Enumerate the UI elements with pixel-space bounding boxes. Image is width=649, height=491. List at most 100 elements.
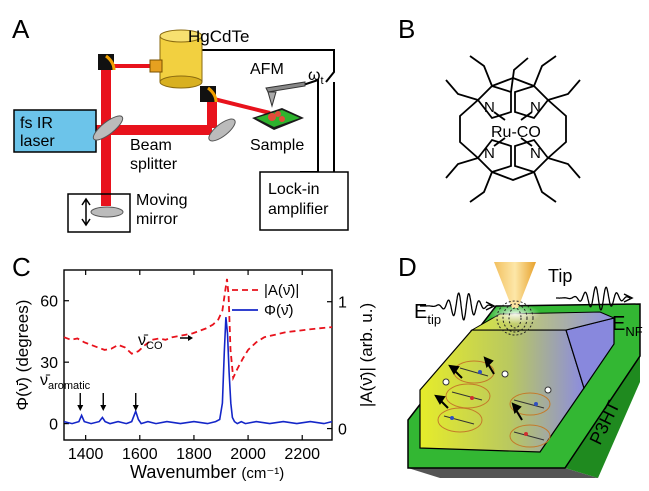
n-label-1: N [484, 99, 495, 116]
panel-b: B N N [398, 14, 581, 203]
bond-n4 [520, 137, 533, 147]
bridge-right [547, 99, 567, 159]
x-tick-label: 2000 [230, 446, 266, 463]
aromatic-arrowhead [77, 405, 84, 411]
ethyl-6 [445, 157, 479, 179]
wire-detector [202, 49, 335, 83]
sample-icon [252, 108, 304, 130]
bond-n3 [493, 137, 506, 147]
panel-a: A fs IR laser [12, 14, 349, 233]
sample-label: Sample [250, 137, 304, 154]
panel-b-letter: B [398, 14, 415, 44]
porphyrin-structure [445, 55, 581, 203]
ethyl-4 [445, 79, 479, 101]
pyrrole-ring-bl [476, 138, 512, 174]
block-right-side [565, 356, 640, 478]
near-field-glow [489, 304, 541, 324]
pyrrole-ring-tl [476, 84, 512, 120]
mirror-label-2: mirror [136, 211, 178, 228]
detector-icon [149, 29, 203, 89]
bridge-left [459, 99, 479, 159]
splitter-label-1: Beam [130, 137, 172, 154]
x-tick-label: 1600 [122, 446, 158, 463]
moving-mirror-icon [90, 206, 124, 218]
pyrrole-ring-tr [514, 84, 550, 120]
y-left-tick-label: 60 [40, 294, 58, 311]
tip-icon [494, 262, 536, 308]
panel-d: D [398, 252, 643, 478]
panel-c-letter: C [12, 252, 31, 282]
ethyl-3 [533, 55, 557, 87]
pyrrole-ring-br [514, 138, 550, 174]
ethyl-2 [510, 57, 529, 93]
annotation-co: ν̄CO [138, 332, 163, 352]
x-tick-label: 2200 [284, 446, 320, 463]
ethyl-1 [469, 55, 493, 87]
mirror-label-1: Moving [136, 192, 188, 209]
lockin-label-2: amplifier [268, 201, 329, 218]
legend-label: Φ(ν̄) [264, 302, 293, 319]
bridge-bottom [491, 171, 535, 181]
y-right-tick-label: 1 [338, 295, 347, 312]
focusing-mirror-icon [208, 118, 236, 142]
laser-box [13, 109, 97, 153]
plot-frame [63, 269, 333, 441]
panel-c: C 1400 1600 1800 2000 2200 0 30 60 0 1 Wavenumber … [12, 252, 376, 482]
scattered-arrowhead [623, 293, 634, 303]
detector-label: HgCdTe [188, 27, 249, 46]
phase-amplitude-chart: 1400 1600 1800 2000 2200 0 30 60 0 1 Wavenumber (c… [13, 269, 376, 482]
parabolic-mirror-2-icon [200, 86, 218, 103]
x-axis-label: Wavenumber (cm⁻¹) [130, 462, 284, 482]
tip-label: Tip [548, 266, 572, 286]
block-bottom [408, 468, 598, 478]
afm-tip-icon [267, 91, 277, 108]
molecules-icon [437, 360, 552, 448]
afm-cantilever-icon [265, 81, 306, 93]
lockin-box [259, 171, 349, 231]
x-tick-label: 1800 [176, 446, 212, 463]
laser-label-2: laser [20, 133, 55, 150]
legend-label: |A(ν̄)| [264, 282, 299, 299]
laser-label-1: fs IR [20, 115, 53, 132]
aromatic-arrowhead [100, 405, 107, 411]
panel-d-letter: D [398, 252, 417, 282]
e-tip-label: Etip [414, 301, 441, 327]
ethyl-5 [547, 79, 581, 101]
y-left-tick-label: 30 [40, 355, 58, 372]
aromatic-arrowhead [132, 405, 139, 411]
n-label-3: N [484, 145, 495, 162]
y-right-axis-label: |A(ν̄)| (arb. u.) [357, 303, 376, 407]
n-label-2: N [530, 99, 541, 116]
y-left-tick-label: 0 [49, 417, 58, 434]
double-arrow-icon [81, 197, 91, 227]
center-label: Ru-CO [491, 124, 541, 141]
series-phase-line [63, 317, 333, 425]
moving-mirror-box [67, 193, 131, 233]
incident-arrowhead [485, 301, 496, 311]
annotation-aromatic: ν̄aromatic [40, 372, 91, 392]
panel-a-letter: A [12, 14, 30, 44]
e-nf-label: ENF [612, 313, 643, 339]
incident-wave [420, 292, 493, 321]
wire-tip [299, 78, 319, 173]
dipole-arrows-icon [434, 356, 523, 421]
bond-n2 [520, 111, 533, 121]
splitter-label-2: splitter [130, 156, 178, 173]
lockin-label-1: Lock-in [268, 181, 320, 198]
bond-n1 [493, 111, 506, 121]
ethyl-9 [533, 171, 557, 203]
scattered-wave [556, 286, 631, 311]
y-right-tick-label: 0 [338, 422, 347, 439]
y-left-axis-label: Φ(ν̄) (degrees) [13, 300, 32, 411]
omega-label: ωt [308, 67, 324, 87]
parabolic-mirror-1-icon [98, 54, 116, 71]
annotation-co-arrowhead [188, 335, 193, 341]
afm-label: AFM [250, 61, 284, 78]
ethyl-8 [469, 171, 493, 203]
near-field-lines [496, 300, 534, 336]
ethyl-7 [547, 157, 581, 179]
x-tick-label: 1400 [68, 446, 104, 463]
beam-splitter-icon [92, 115, 124, 141]
n-label-4: N [530, 145, 541, 162]
